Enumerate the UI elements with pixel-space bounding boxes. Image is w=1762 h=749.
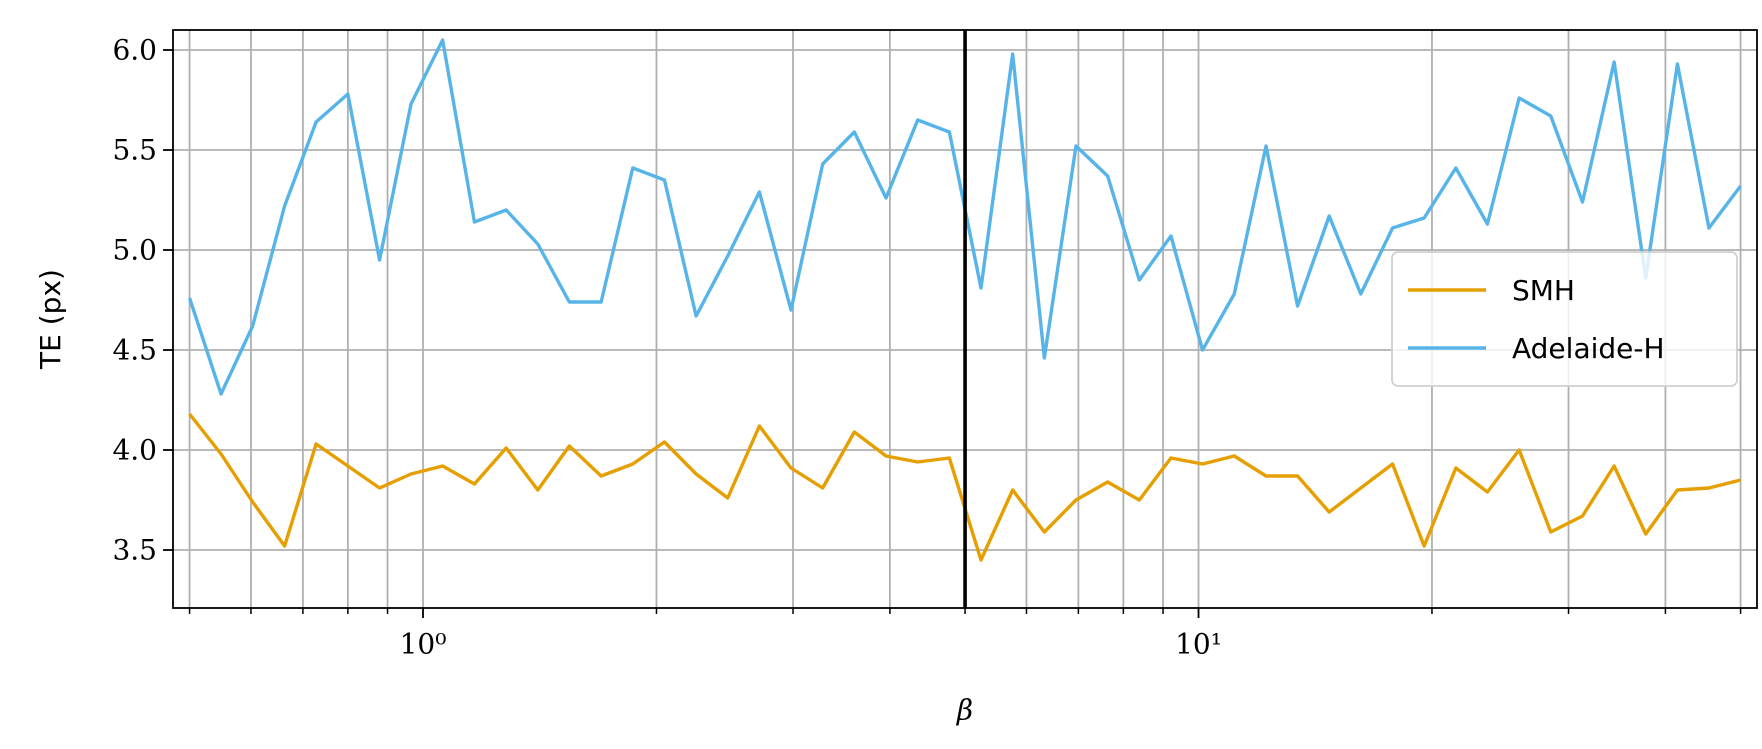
y-tick-label: 5.5 [112, 134, 157, 167]
plot-frame [172, 29, 1758, 609]
x-axis-label: β [956, 694, 973, 727]
x-tick-label: 10⁰ [400, 628, 447, 661]
y-axis-label: TE (px) [34, 269, 67, 370]
y-tick-label: 5.0 [112, 234, 157, 267]
y-tick-label: 3.5 [112, 534, 157, 567]
legend-label: SMH [1512, 274, 1575, 307]
legend-label: Adelaide-H [1512, 332, 1665, 365]
x-tick-label: 10¹ [1175, 628, 1222, 661]
y-tick-label: 4.5 [112, 334, 157, 367]
legend-box [1391, 251, 1738, 387]
y-tick-label: 4.0 [112, 434, 157, 467]
y-tick-label: 6.0 [112, 34, 157, 67]
